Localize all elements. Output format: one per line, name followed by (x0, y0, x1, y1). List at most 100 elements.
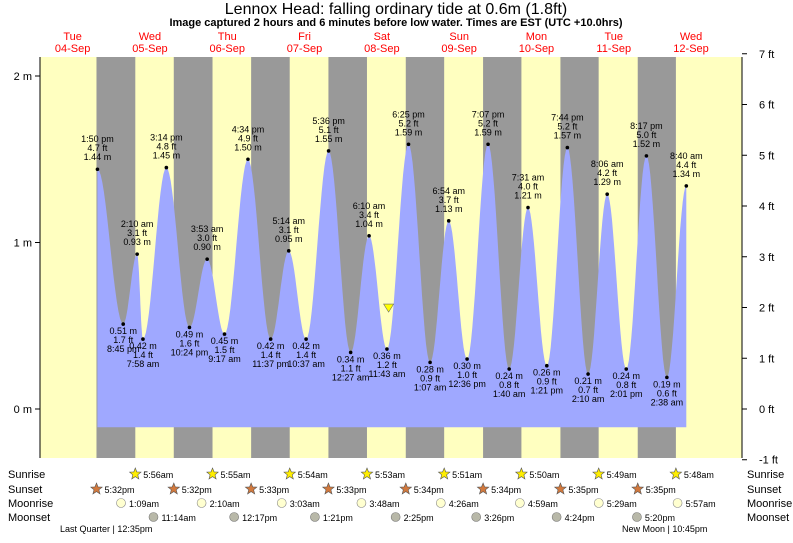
low-tide-label: 11:43 am (369, 369, 406, 379)
high-tide-label: 4.7 ft (87, 143, 108, 153)
low-tide-label: 12:36 pm (448, 379, 486, 389)
low-tide-label: 1.1 ft (341, 363, 362, 373)
moonrise-row-label-right: Moonrise (747, 498, 792, 510)
high-tide-label: 2:10 am (121, 219, 154, 229)
low-tide-label: 1.4 ft (296, 350, 317, 360)
high-tide-label: 5.1 ft (319, 125, 340, 135)
left-tick-label: 1 m (14, 238, 32, 250)
high-tide-label: 1.59 m (474, 127, 502, 137)
low-tide-point (268, 337, 273, 341)
moonrise-time: 3:48am (369, 499, 399, 509)
sunrise-icon (360, 467, 374, 480)
sunset-time: 5:33pm (259, 485, 289, 495)
sunrise-icon (592, 467, 606, 480)
day-date: 12-Sep (673, 43, 708, 55)
high-tide-label: 5.2 ft (478, 118, 499, 128)
high-tide-point (486, 142, 490, 147)
sunset-time: 5:33pm (336, 485, 366, 495)
low-tide-label: 10:24 pm (171, 347, 209, 357)
high-tide-label: 8:17 pm (630, 121, 663, 131)
low-tide-label: 10:37 am (287, 359, 325, 369)
moonset-row-label-right: Moonset (747, 512, 789, 524)
low-tide-label: 0.26 m (533, 368, 561, 378)
high-tide-label: 1.13 m (435, 204, 463, 214)
high-tide-label: 3.1 ft (127, 228, 148, 238)
low-tide-point (141, 337, 145, 341)
sunrise-row-label-right: Sunrise (747, 469, 784, 481)
low-tide-label: 2:10 am (572, 394, 605, 404)
sunrise-icon (283, 467, 297, 480)
low-tide-label: 1.2 ft (377, 360, 398, 370)
low-tide-label: 7:58 am (127, 359, 160, 369)
high-tide-label: 6:54 am (432, 186, 465, 196)
moonset-time: 11:14am (161, 513, 195, 523)
high-tide-label: 3.1 ft (279, 225, 300, 235)
moonset-icon (229, 512, 239, 522)
right-tick-label: 0 ft (759, 404, 774, 416)
low-tide-point (222, 332, 227, 336)
low-tide-label: 0.45 m (211, 336, 239, 346)
day-name: Sun (449, 31, 469, 43)
right-tick-label: 5 ft (759, 150, 774, 162)
low-tide-label: 1:21 pm (531, 386, 564, 396)
low-tide-label: 0.19 m (653, 379, 681, 389)
moonrise-time: 1:09am (129, 499, 159, 509)
sunset-icon (244, 482, 258, 495)
low-tide-label: 0.8 ft (616, 380, 637, 390)
sunset-time: 5:34pm (491, 485, 521, 495)
moonrise-icon (672, 498, 683, 508)
low-tide-label: 1.5 ft (214, 345, 235, 355)
moonset-time: 2:25pm (404, 513, 434, 523)
moonrise-icon (116, 498, 126, 508)
sunrise-icon (206, 467, 219, 480)
low-tide-label: 1:40 am (493, 389, 526, 399)
sunrise-icon (514, 467, 528, 480)
high-tide-label: 0.95 m (275, 234, 303, 244)
high-tide-label: 4.2 ft (597, 168, 618, 178)
high-tide-point (135, 252, 139, 256)
sunset-row-label-left: Sunset (8, 484, 42, 496)
low-tide-label: 0.7 ft (578, 385, 599, 395)
low-tide-label: 12:27 am (332, 372, 370, 382)
moonrise-icon (276, 498, 287, 508)
low-tide-point (665, 375, 669, 380)
day-name: Tue (63, 31, 82, 43)
high-tide-label: 4.0 ft (518, 182, 539, 192)
low-tide-label: 0.8 ft (499, 380, 520, 390)
day-date: 10-Sep (519, 43, 554, 55)
low-tide-label: 0.36 m (373, 351, 401, 361)
moonset-icon (390, 512, 401, 522)
moonrise-icon (515, 498, 525, 508)
low-tide-point (385, 347, 389, 351)
low-tide-label: 9:17 am (208, 354, 241, 364)
left-tick-label: 0 m (14, 404, 32, 416)
high-tide-label: 5:14 am (272, 216, 305, 226)
sunrise-time: 5:48am (684, 470, 714, 480)
low-tide-point (121, 322, 126, 326)
high-tide-label: 5.2 ft (399, 118, 420, 128)
low-tide-point (545, 363, 549, 368)
sunrise-time: 5:55am (221, 470, 251, 480)
moonset-icon (148, 512, 159, 522)
low-tide-label: 1.4 ft (261, 350, 282, 360)
low-tide-label: 0.24 m (495, 371, 523, 381)
right-tick-label: 3 ft (759, 252, 774, 264)
low-tide-label: 0.42 m (292, 341, 320, 351)
sunset-time: 5:34pm (414, 485, 444, 495)
high-tide-label: 1.52 m (633, 139, 661, 149)
low-tide-label: 1.0 ft (457, 370, 478, 380)
low-tide-label: 11:37 pm (252, 359, 289, 369)
day-name: Thu (218, 31, 237, 43)
moonset-icon (471, 512, 482, 522)
sunrise-icon (128, 467, 142, 480)
sunset-time: 5:35pm (646, 485, 676, 495)
high-tide-label: 8:06 am (591, 159, 624, 169)
day-date: 08-Sep (364, 43, 399, 55)
high-tide-label: 6:25 pm (392, 109, 425, 119)
high-tide-point (367, 234, 371, 238)
high-tide-point (565, 145, 570, 150)
moonset-icon (632, 512, 642, 522)
high-tide-label: 4.8 ft (156, 142, 177, 152)
low-tide-label: 0.34 m (337, 354, 365, 364)
